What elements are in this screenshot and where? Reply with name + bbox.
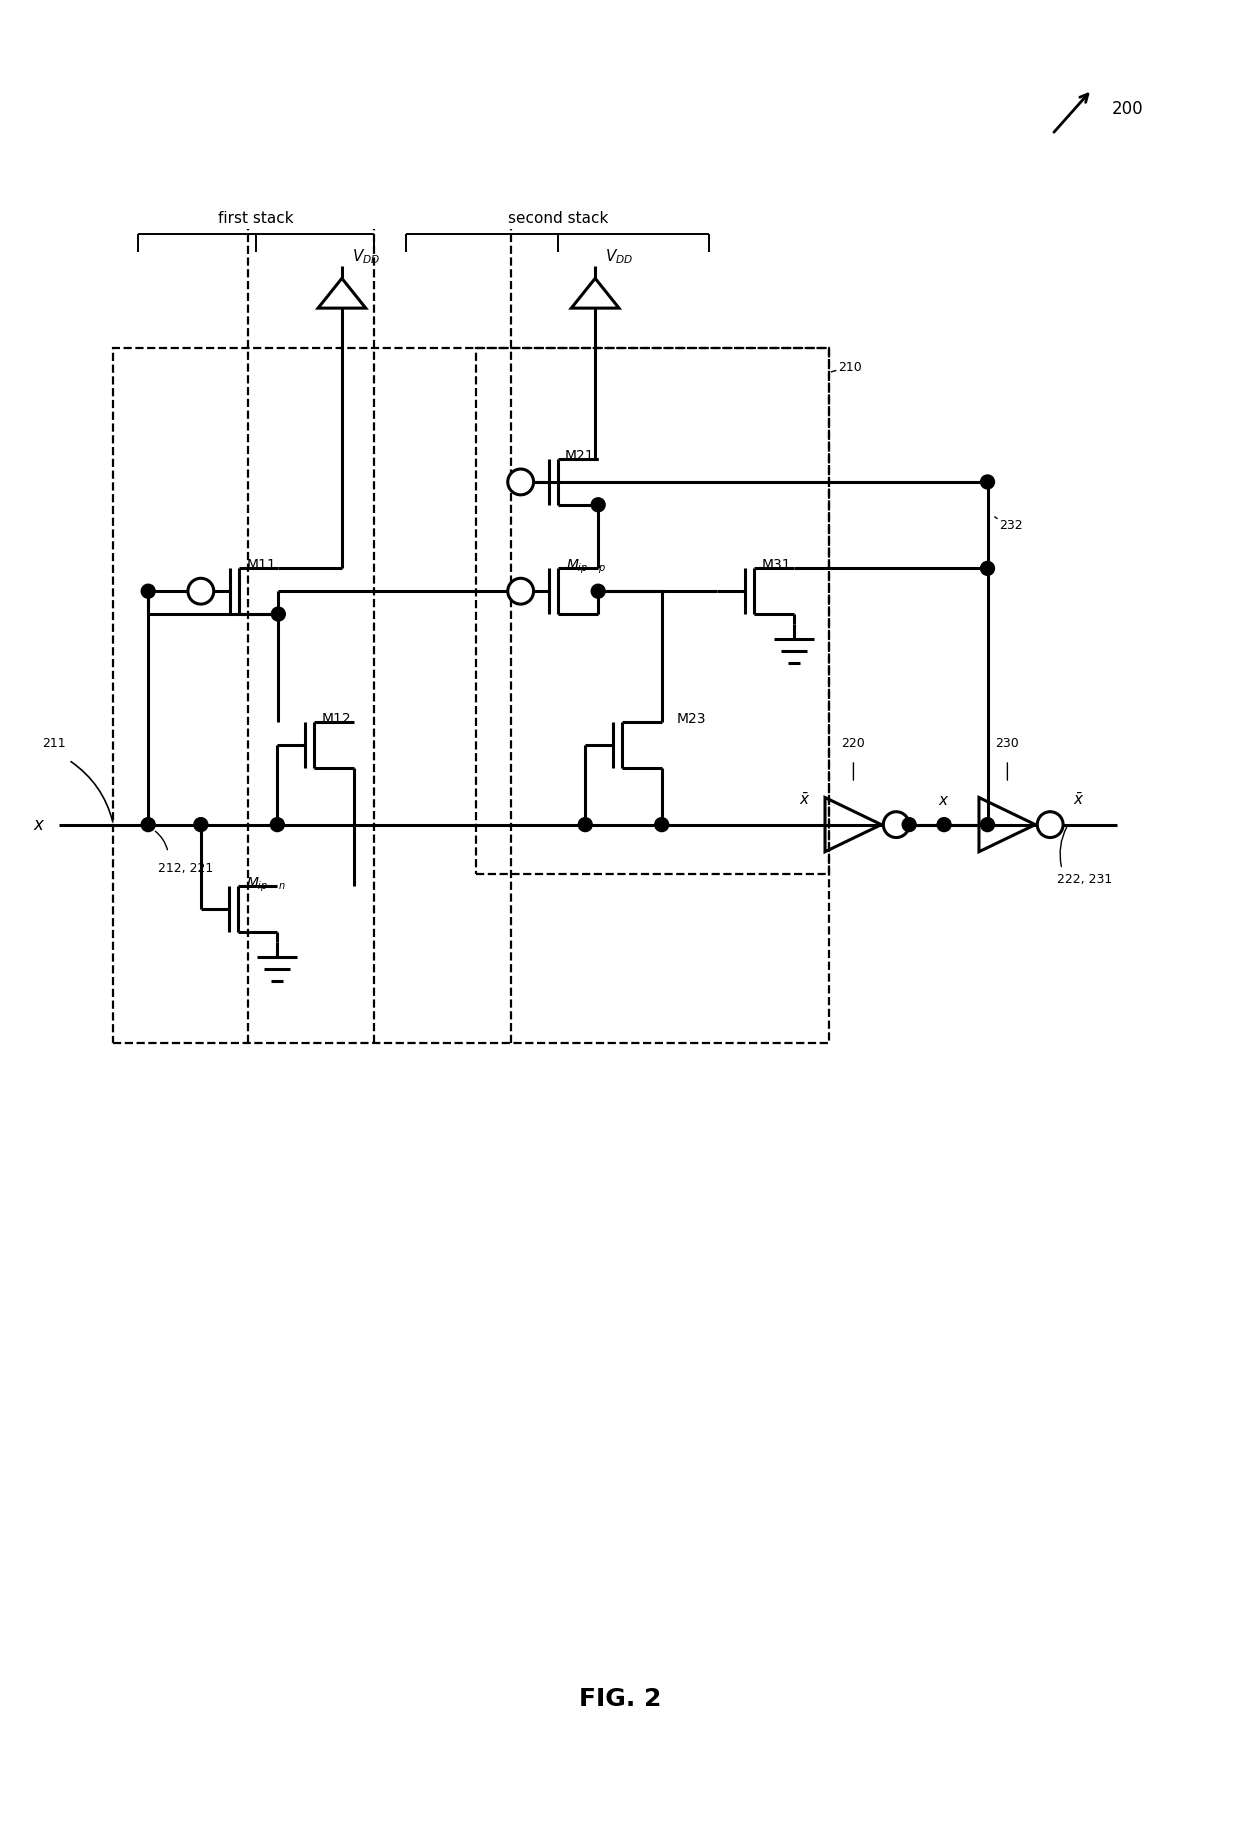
Circle shape [578, 818, 593, 831]
Circle shape [591, 497, 605, 512]
Text: M11: M11 [247, 558, 277, 572]
Circle shape [1038, 812, 1063, 838]
Text: 222, 231: 222, 231 [1056, 873, 1112, 886]
Circle shape [272, 607, 285, 622]
Text: $\bar{x}$: $\bar{x}$ [799, 792, 810, 807]
Text: $x$: $x$ [939, 792, 950, 807]
Circle shape [655, 818, 668, 831]
Circle shape [141, 818, 155, 831]
Text: first stack: first stack [218, 211, 294, 226]
Text: M12: M12 [322, 712, 352, 726]
Circle shape [903, 818, 916, 831]
Circle shape [507, 470, 533, 495]
Text: 211: 211 [42, 737, 66, 750]
Text: $V_{DD}$: $V_{DD}$ [352, 248, 381, 266]
Text: M21: M21 [564, 449, 594, 464]
Text: M31: M31 [763, 558, 791, 572]
Text: $M_{ip-p}$: $M_{ip-p}$ [567, 558, 606, 576]
Text: $V_{DD}$: $V_{DD}$ [605, 248, 634, 266]
Circle shape [141, 585, 155, 598]
Text: $M_{ip-n}$: $M_{ip-n}$ [246, 875, 285, 893]
Text: FIG. 2: FIG. 2 [579, 1687, 661, 1711]
Circle shape [507, 578, 533, 603]
Circle shape [981, 475, 994, 490]
Circle shape [981, 561, 994, 576]
Circle shape [188, 578, 213, 603]
Text: 230: 230 [996, 737, 1019, 750]
Circle shape [981, 818, 994, 831]
Text: M23: M23 [677, 712, 706, 726]
Text: 200: 200 [1112, 101, 1143, 119]
Circle shape [937, 818, 951, 831]
Text: second stack: second stack [507, 211, 608, 226]
Circle shape [883, 812, 909, 838]
Text: $x$: $x$ [32, 816, 45, 834]
Text: 210: 210 [838, 361, 862, 374]
Circle shape [591, 585, 605, 598]
Text: 212, 221: 212, 221 [159, 862, 213, 875]
Circle shape [270, 818, 284, 831]
Text: $\bar{x}$: $\bar{x}$ [1073, 792, 1085, 807]
Text: 232: 232 [999, 519, 1023, 532]
Text: 220: 220 [842, 737, 866, 750]
Circle shape [193, 818, 208, 831]
